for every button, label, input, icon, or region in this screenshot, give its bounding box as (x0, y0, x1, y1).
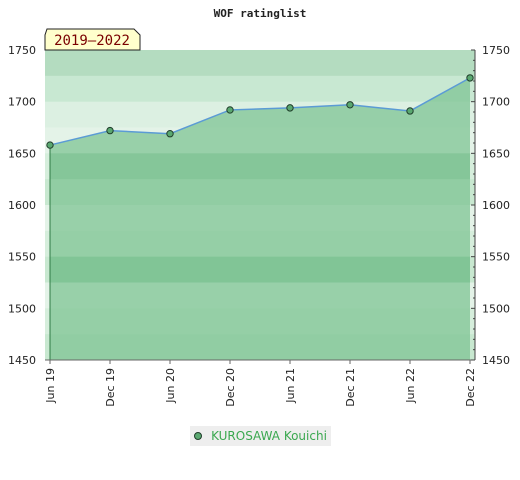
y-tick-label-left: 1650 (8, 147, 36, 160)
period-label: 2019–2022 (54, 33, 130, 49)
data-point (46, 141, 54, 149)
y-tick-label-left: 1550 (8, 251, 36, 264)
y-tick-label-right: 1700 (482, 96, 510, 109)
rating-chart: WOF ratinglist 1450150015501600165017001… (8, 7, 510, 407)
x-tick-label: Jun 20 (164, 368, 177, 404)
x-tick-label: Dec 22 (464, 368, 477, 407)
x-tick-label: Jun 22 (404, 368, 417, 404)
data-point (286, 104, 294, 112)
x-axis: Jun 19 Dec 19 Jun 20 Dec 20 Jun 21 Dec 21 Jun … (44, 360, 477, 407)
y-tick-label-left: 1700 (8, 96, 36, 109)
y-tick-label-left: 1450 (8, 354, 36, 367)
data-point (106, 126, 114, 135)
legend-label: KUROSAWA Kouichi (211, 429, 327, 443)
y-axis-right: 1450 1500 1550 1600 1650 1700 1750 (471, 44, 510, 367)
series-line (49, 77, 471, 146)
chart-title: WOF ratinglist (214, 7, 307, 20)
data-point (466, 74, 474, 82)
x-tick-label: Dec 21 (344, 368, 357, 407)
y-axis-left: 1450 1500 1550 1600 1650 1700 1750 (8, 44, 36, 367)
series-area (50, 77, 470, 361)
data-point (346, 101, 354, 109)
legend-marker (194, 432, 203, 440)
y-tick-label-left: 1600 (8, 199, 36, 212)
y-tick-label-right: 1750 (482, 44, 510, 57)
x-tick-label: Jun 21 (284, 368, 297, 404)
background-band (45, 75, 475, 103)
y-tick-label-right: 1650 (482, 147, 510, 160)
y-tick-label-left: 1750 (8, 44, 36, 57)
y-tick-label-right: 1550 (482, 251, 510, 264)
legend: KUROSAWA Kouichi (190, 426, 331, 446)
area-stripe (50, 256, 470, 283)
y-tick-label-right: 1450 (482, 354, 510, 367)
y-tick-label-right: 1500 (482, 302, 510, 315)
data-point (226, 106, 234, 114)
data-point (166, 130, 174, 138)
data-point (406, 107, 414, 115)
area-stripe (50, 153, 470, 180)
background-band (45, 50, 475, 77)
x-tick-label: Dec 19 (104, 368, 117, 407)
data-points (46, 74, 474, 149)
area-fill (49, 77, 471, 361)
period-badge: 2019–2022 (44, 28, 141, 51)
x-tick-label: Jun 19 (44, 368, 57, 404)
y-tick-label-right: 1600 (482, 199, 510, 212)
y-tick-label-left: 1500 (8, 302, 36, 315)
x-tick-label: Dec 20 (224, 368, 237, 407)
